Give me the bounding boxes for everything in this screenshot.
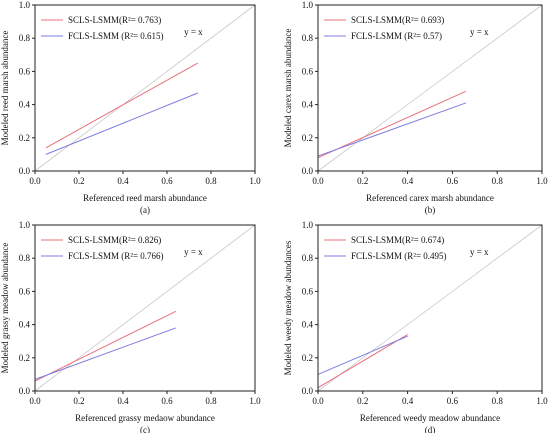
y-tick-label: 0.4 bbox=[302, 100, 314, 110]
series-line-fcls bbox=[317, 335, 408, 375]
legend-label-scls: SCLS-LSMM(R²= 0.763) bbox=[68, 15, 161, 25]
identity-label: y = x bbox=[184, 247, 203, 257]
x-tick-label: 0.4 bbox=[117, 396, 129, 406]
legend-label-fcls: FCLS-LSMM (R²= 0.57) bbox=[351, 31, 442, 41]
legend-label-fcls: FCLS-LSMM (R²= 0.766) bbox=[68, 251, 164, 261]
y-axis-label: Modeled carex marsh abundance bbox=[283, 29, 293, 148]
y-tick-label: 0.8 bbox=[302, 253, 314, 263]
y-tick-label: 0.6 bbox=[302, 66, 314, 76]
x-tick-label: 0.6 bbox=[161, 176, 173, 186]
panel-label: (b) bbox=[425, 205, 436, 215]
x-tick-label: 0.4 bbox=[402, 176, 414, 186]
y-tick-label: 1.0 bbox=[302, 220, 314, 230]
series-line-scls bbox=[317, 334, 408, 389]
x-tick-label: 0.8 bbox=[492, 396, 504, 406]
plot-frame bbox=[34, 224, 256, 392]
y-tick-label: 0.6 bbox=[19, 66, 31, 76]
legend-label-fcls: FCLS-LSMM (R²= 0.495) bbox=[351, 251, 447, 261]
y-tick-label: 0.8 bbox=[302, 33, 314, 43]
y-tick-label: 0.4 bbox=[19, 100, 31, 110]
identity-label: y = x bbox=[470, 247, 489, 257]
legend: SCLS-LSMM(R²= 0.763) FCLS-LSMM (R²= 0.615… bbox=[41, 15, 164, 41]
x-tick-label: 0.8 bbox=[205, 396, 217, 406]
series-line-scls bbox=[34, 310, 177, 382]
x-tick-label: 0.8 bbox=[492, 176, 504, 186]
x-tick-label: 0.6 bbox=[161, 396, 173, 406]
series-line-fcls bbox=[34, 327, 176, 380]
y-axis-label: Modeled reed marsh abundance bbox=[0, 31, 10, 146]
x-tick-label: 0.0 bbox=[29, 396, 41, 406]
chart-panel-d: 0.00.0 0.2 0.2 0.4 0.4 0.6 0.6 0.8 0.8 1.0 1.0 Refe… bbox=[283, 220, 548, 433]
x-tick-label: 0.0 bbox=[312, 176, 324, 186]
y-tick-label: 0.0 bbox=[19, 166, 31, 176]
x-axis-label: Referenced carex marsh abundance bbox=[366, 193, 494, 203]
y-tick-label: 0.2 bbox=[19, 353, 30, 363]
x-tick-label: 0.2 bbox=[357, 396, 368, 406]
identity-line bbox=[317, 4, 543, 172]
y-axis-label: Modeled grassy meadow abundance bbox=[0, 243, 10, 374]
y-tick-label: 0.0 bbox=[19, 386, 31, 396]
x-tick-label: 0.2 bbox=[357, 176, 368, 186]
legend-label-scls: SCLS-LSMM(R²= 0.826) bbox=[68, 235, 161, 245]
legend-label-fcls: FCLS-LSMM (R²= 0.615) bbox=[68, 31, 164, 41]
y-tick-label: 0.8 bbox=[19, 253, 31, 263]
x-tick-label: 1.0 bbox=[536, 396, 548, 406]
x-tick-label: 0.0 bbox=[312, 396, 324, 406]
x-tick-label: 0.4 bbox=[402, 396, 414, 406]
x-tick-label: 0.2 bbox=[73, 396, 84, 406]
y-axis-label: Modeled weedy meadow abundances bbox=[283, 240, 293, 375]
x-axis-label: Referenced weedy meadow abundance bbox=[360, 413, 500, 423]
x-tick-label: 0.4 bbox=[117, 176, 129, 186]
legend: SCLS-LSMM(R²= 0.674) FCLS-LSMM (R²= 0.495… bbox=[324, 235, 447, 261]
identity-label: y = x bbox=[184, 27, 203, 37]
legend: SCLS-LSMM(R²= 0.826) FCLS-LSMM (R²= 0.766… bbox=[41, 235, 164, 261]
identity-label: y = x bbox=[470, 27, 489, 37]
y-tick-label: 0.6 bbox=[19, 286, 31, 296]
y-tick-label: 0.4 bbox=[19, 320, 31, 330]
y-tick-label: 0.0 bbox=[302, 386, 314, 396]
series-line-scls bbox=[45, 62, 199, 149]
legend: SCLS-LSMM(R²= 0.693) FCLS-LSMM (R²= 0.57) bbox=[324, 15, 444, 41]
identity-line bbox=[317, 224, 543, 392]
y-tick-label: 1.0 bbox=[19, 0, 31, 10]
y-tick-label: 0.6 bbox=[302, 286, 314, 296]
x-tick-label: 0.6 bbox=[447, 176, 459, 186]
legend-label-scls: SCLS-LSMM(R²= 0.674) bbox=[351, 235, 444, 245]
chart-panel-c: 0.00.0 0.2 0.2 0.4 0.4 0.6 0.6 0.8 0.8 1.0 1.0 Refe… bbox=[0, 220, 261, 433]
plot-frame bbox=[34, 4, 256, 172]
panel-label: (c) bbox=[140, 425, 150, 433]
panel-label: (a) bbox=[140, 205, 150, 215]
y-tick-label: 0.4 bbox=[302, 320, 314, 330]
x-tick-label: 0.0 bbox=[29, 176, 41, 186]
y-tick-label: 0.0 bbox=[302, 166, 314, 176]
y-tick-label: 0.8 bbox=[19, 33, 31, 43]
plot-frame bbox=[317, 4, 543, 172]
x-tick-label: 1.0 bbox=[249, 396, 261, 406]
y-tick-label: 0.2 bbox=[302, 353, 313, 363]
y-tick-label: 1.0 bbox=[19, 220, 31, 230]
legend-label-scls: SCLS-LSMM(R²= 0.693) bbox=[351, 15, 444, 25]
plot-frame bbox=[317, 224, 543, 392]
panel-label: (d) bbox=[425, 425, 436, 433]
x-axis-label: Referenced grassy medaow abundance bbox=[75, 413, 215, 423]
y-tick-label: 0.2 bbox=[302, 133, 313, 143]
x-tick-label: 1.0 bbox=[249, 176, 261, 186]
y-tick-label: 1.0 bbox=[302, 0, 314, 10]
identity-line bbox=[34, 224, 256, 392]
series-line-scls bbox=[317, 90, 467, 159]
series-line-fcls bbox=[317, 102, 467, 157]
chart-panel-b: 0.00.0 0.2 0.2 0.4 0.4 0.6 0.6 0.8 0.8 1.0 1.0 Refe… bbox=[283, 0, 548, 215]
chart-panel-a: 0.00.0 0.2 0.2 0.4 0.4 0.6 0.6 0.8 0.8 1.0 1.0 Refe… bbox=[0, 0, 261, 215]
series-line-fcls bbox=[45, 92, 198, 155]
x-tick-label: 0.8 bbox=[205, 176, 217, 186]
identity-line bbox=[34, 4, 256, 172]
x-tick-label: 1.0 bbox=[536, 176, 548, 186]
x-axis-label: Referenced reed marsh abundance bbox=[83, 193, 207, 203]
x-tick-label: 0.6 bbox=[447, 396, 459, 406]
x-tick-label: 0.2 bbox=[73, 176, 84, 186]
y-tick-label: 0.2 bbox=[19, 133, 30, 143]
